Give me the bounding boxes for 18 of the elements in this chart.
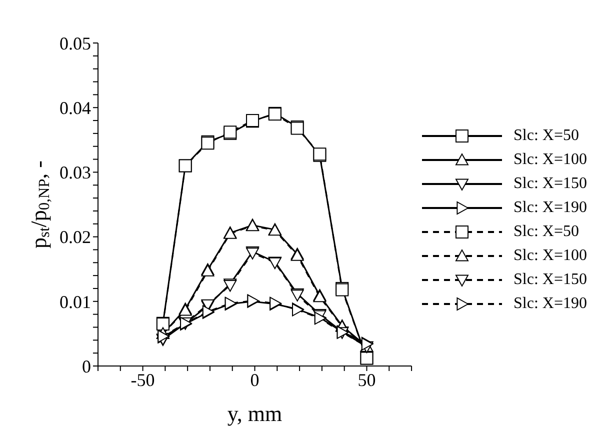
y-tick-label: 0.03	[60, 162, 91, 183]
legend-label: Slc: X=50	[514, 126, 579, 144]
y-tick-label: 0	[82, 356, 91, 376]
legend-label: Slc: X=100	[514, 150, 587, 168]
legend-label: Slc: X=150	[514, 270, 587, 288]
legend-label: Slc: X=50	[514, 222, 579, 240]
legend-label: Slc: X=100	[514, 246, 587, 264]
x-tick-label: 50	[358, 370, 376, 390]
legend-label: Slc: X=190	[514, 198, 587, 216]
legend-label: Slc: X=150	[514, 174, 587, 192]
y-tick-label: 0.05	[60, 33, 91, 54]
x-axis-title: y, mm	[227, 401, 282, 426]
x-tick-label: 0	[250, 370, 260, 390]
x-tick-label: -50	[130, 370, 155, 390]
y-tick-label: 0.04	[60, 98, 91, 118]
legend-label: Slc: X=190	[514, 294, 587, 312]
y-tick-label: 0.01	[60, 292, 91, 312]
y-tick-label: 0.02	[60, 227, 91, 248]
